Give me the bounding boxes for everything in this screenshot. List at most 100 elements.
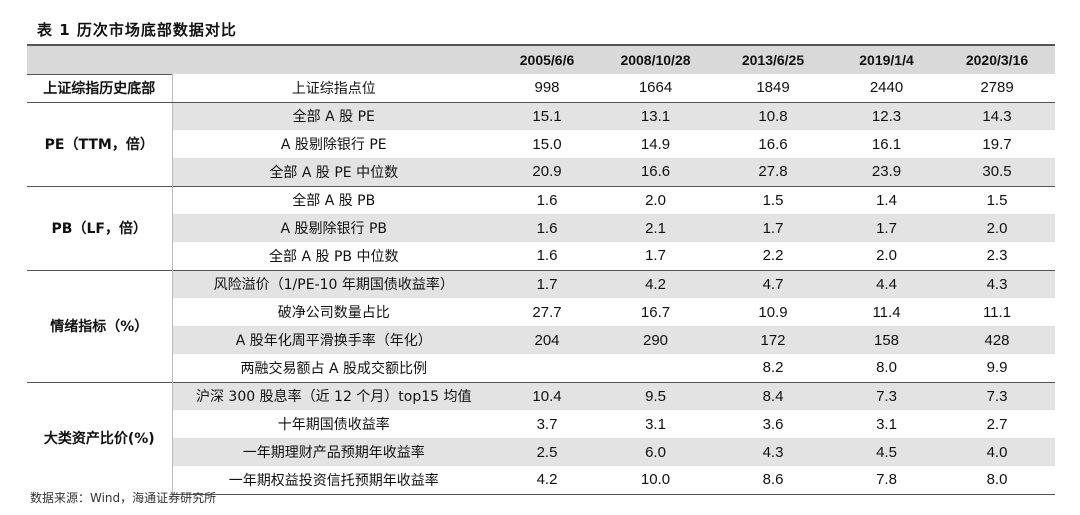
value-cell: 2.3 [939,242,1055,271]
table-row: 上证综指历史底部 上证综指点位 998 1664 1849 2440 2789 [27,73,1055,103]
metric-cell: 全部 A 股 PE [172,102,495,130]
value-cell: 4.2 [599,270,712,298]
value-cell: 14.3 [939,102,1055,130]
value-cell: 14.9 [640,135,671,153]
value-cell: 3.1 [876,415,897,433]
metric-cell: 十年期国债收益率 [277,417,390,433]
value-cell: 15.0 [532,135,562,153]
value-cell: 204 [495,326,599,354]
metric-cell: 全部 A 股 PB [292,193,376,210]
value-cell: 4.0 [939,438,1055,466]
value-cell: 16.6 [599,158,712,187]
value-cell: 30.5 [939,158,1055,187]
value-cell: 1.6 [495,242,599,271]
table-row: A 股剔除银行 PB 1.6 2.1 1.7 1.7 2.0 [27,214,1055,242]
column-header: 2019/1/4 [834,46,939,74]
metric-cell: 全部 A 股 PB 中位数 [172,242,495,271]
value-cell: 2.2 [712,242,834,271]
value-cell: 2.0 [834,242,939,271]
table-row: PE（TTM，倍） 全部 A 股 PE 15.1 13.1 10.8 12.3 14.3 [27,101,1055,186]
value-cell: 1.7 [599,242,712,271]
value-cell: 4.7 [712,270,834,298]
value-cell: 13.1 [599,102,712,130]
value-cell: 3.1 [645,415,666,433]
value-cell: 16.6 [758,135,788,153]
value-cell: 12.3 [834,102,939,130]
value-cell: 2.0 [645,191,666,209]
category-cell: 情绪指标（%） [27,269,173,382]
value-cell: 8.6 [712,466,834,495]
column-header: 2013/6/25 [712,46,834,74]
column-header: 2020/3/16 [939,46,1055,74]
value-cell: 8.2 [712,354,834,383]
market-bottom-comparison-table: 2005/6/6 2008/10/28 2013/6/25 2019/1/4 2… [27,46,1055,495]
value-cell: 20.9 [495,158,599,187]
table-body: 上证综指历史底部 上证综指点位 998 1664 1849 2440 2789 PE（TTM，… [27,73,1055,495]
value-cell: 172 [712,326,834,354]
value-cell: 3.6 [762,415,784,433]
column-header: 2008/10/28 [599,46,712,74]
metric-cell: 风险溢价（1/PE-10 年期国债收益率） [172,270,495,298]
value-cell: 16.1 [871,135,902,153]
metric-cell: 一年期权益投资信托预期年收益率 [172,466,495,495]
metric-cell: 上证综指点位 [172,74,495,103]
table-row: 大类资产比价(%) 沪深 300 股息率（近 12 个月）top15 均值 10.4… [27,381,1055,494]
value-cell: 290 [599,326,712,354]
value-cell: 8.0 [834,354,939,383]
value-cell: 428 [939,326,1055,354]
value-cell: 2.7 [986,415,1008,433]
value-cell: 15.1 [495,102,599,130]
value-cell: 10.9 [758,303,788,321]
value-cell: 6.0 [599,438,712,466]
value-cell: 19.7 [982,135,1012,153]
value-cell: 1664 [599,74,712,103]
value-cell: 2.1 [599,214,712,242]
value-cell: 1849 [712,74,834,103]
value-cell: 158 [834,326,939,354]
category-cell: PB（LF，倍） [27,185,173,270]
value-cell: 1.4 [876,191,897,209]
table-row: 全部 A 股 PB 中位数 1.6 1.7 2.2 2.0 2.3 [27,242,1055,271]
metric-cell: 两融交易额占 A 股成交额比例 [172,354,495,383]
value-cell: 4.3 [712,438,834,466]
table-row: 两融交易额占 A 股成交额比例 8.2 8.0 9.9 [27,354,1055,383]
table-row: 一年期理财产品预期年收益率 2.5 6.0 4.3 4.5 4.0 [27,438,1055,466]
value-cell: 1.7 [834,214,939,242]
metric-cell: 全部 A 股 PE 中位数 [172,158,495,187]
table-title-bar: 表 1 历次市场底部数据对比 [27,10,1055,46]
category-cell: 上证综指历史底部 [27,73,173,103]
table-row: PB（LF，倍） 全部 A 股 PB 1.6 2.0 1.5 1.4 1.5 [27,185,1055,270]
value-cell [599,354,712,383]
metric-cell: 破净公司数量占比 [277,305,390,321]
table-row: A 股年化周平滑换手率（年化） 204 290 172 158 428 [27,326,1055,354]
value-cell: 1.5 [986,191,1008,209]
table-row: 十年期国债收益率 3.7 3.1 3.6 3.1 2.7 [27,410,1055,438]
header-cell-category [27,46,172,74]
value-cell: 9.5 [599,382,712,410]
category-cell: PE（TTM，倍） [27,101,173,186]
value-cell: 8.0 [939,466,1055,495]
category-cell: 大类资产比价(%) [27,381,173,494]
value-cell: 11.1 [982,303,1012,321]
metric-cell: 一年期理财产品预期年收益率 [172,438,495,466]
value-cell: 4.2 [495,466,599,495]
table-title: 表 1 历次市场底部数据对比 [37,21,237,39]
table-row: A 股剔除银行 PE 15.0 14.9 16.6 16.1 19.7 [27,130,1055,158]
value-cell: 4.4 [834,270,939,298]
value-cell: 27.8 [712,158,834,187]
value-cell: 10.8 [712,102,834,130]
value-cell: 2.0 [939,214,1055,242]
header-cell-metric [172,46,495,74]
metric-cell: A 股剔除银行 PE [280,137,387,153]
value-cell: 7.3 [939,382,1055,410]
value-cell: 1.7 [495,270,599,298]
table-row: 全部 A 股 PE 中位数 20.9 16.6 27.8 23.9 30.5 [27,158,1055,187]
value-cell: 998 [495,74,599,103]
value-cell: 1.6 [495,214,599,242]
value-cell: 10.4 [495,382,599,410]
value-cell: 9.9 [939,354,1055,383]
value-cell: 2789 [939,74,1055,103]
value-cell: 27.7 [532,303,562,321]
column-header: 2005/6/6 [495,46,599,74]
value-cell: 7.8 [834,466,939,495]
